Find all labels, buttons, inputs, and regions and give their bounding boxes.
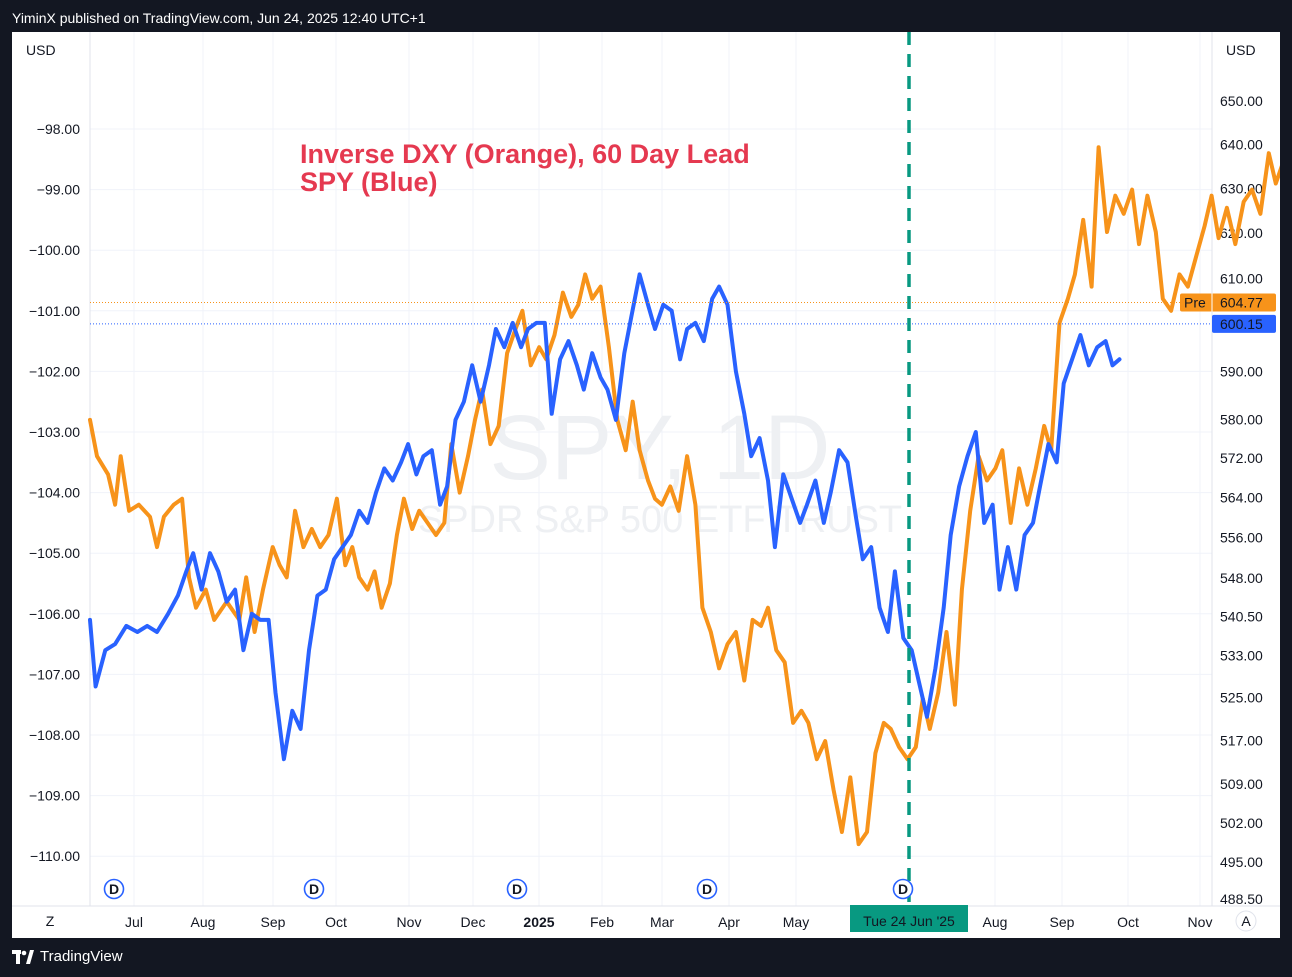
chart-area[interactable]: SPY, 1D SPDR S&P 500 ETF TRUST −98.00 −99…: [12, 32, 1280, 938]
axes: −98.00 −99.00 −100.00 −101.00 −102.00 −103.00…: [12, 32, 1280, 932]
chart-subtitle: SPY (Blue): [300, 167, 438, 197]
x-tick-label: Aug: [983, 914, 1008, 930]
left-tick-label: −108.00: [29, 727, 80, 743]
right-tick-label: 548.00: [1220, 570, 1263, 586]
x-axis-left-corner: Z: [46, 913, 55, 929]
left-tick-label: −104.00: [29, 485, 80, 501]
tradingview-logo-icon: [12, 949, 34, 964]
chart-title: Inverse DXY (Orange), 60 Day Lead: [300, 139, 750, 169]
chart-svg[interactable]: SPY, 1D SPDR S&P 500 ETF TRUST −98.00 −99…: [12, 32, 1280, 938]
series-line-dxy: [88, 145, 1280, 847]
right-tick-label: 620.00: [1220, 225, 1263, 241]
overlay-layer: Pre 604.77 600.15 Tue 24 Jun '25 D D D D D: [90, 32, 1276, 932]
right-tick-label: 590.00: [1220, 364, 1263, 380]
dividend-marker: [103, 878, 125, 900]
left-tick-label: −105.00: [29, 545, 80, 561]
publish-text: YiminX published on TradingView.com, Jun…: [12, 10, 426, 26]
right-tick-label: 650.00: [1220, 93, 1263, 109]
dividend-marker-label: D: [702, 881, 712, 897]
left-tick-label: −107.00: [29, 666, 80, 682]
left-tick-label: −109.00: [29, 788, 80, 804]
left-tick-label: −98.00: [37, 121, 80, 137]
x-tick-label: Feb: [590, 914, 614, 930]
left-tick-label: −100.00: [29, 242, 80, 258]
left-tick-label: −103.00: [29, 424, 80, 440]
series-line-spy: [88, 272, 1122, 762]
right-tick-label: 556.00: [1220, 529, 1263, 545]
right-tick-label: 502.00: [1220, 815, 1263, 831]
right-tick-label: 533.00: [1220, 647, 1263, 663]
x-tick-label: Nov: [397, 914, 422, 930]
right-tick-label: 630.00: [1220, 180, 1263, 196]
x-tick-label: Mar: [650, 914, 674, 930]
right-tick-label: 495.00: [1220, 854, 1263, 870]
dividend-marker: [506, 878, 528, 900]
footer-bar: TradingView: [0, 938, 1292, 977]
x-tick-label: Sep: [1050, 914, 1075, 930]
spy-price-value: 600.15: [1220, 316, 1263, 332]
dxy-price-prefix: Pre: [1184, 294, 1206, 310]
right-tick-label: 509.00: [1220, 776, 1263, 792]
symbol-watermark: SPY, 1D SPDR S&P 500 ETF TRUST: [418, 397, 902, 541]
current-date-badge: [850, 905, 968, 932]
x-tick-label: 2025: [523, 914, 554, 930]
publish-header: YiminX published on TradingView.com, Jun…: [0, 0, 1292, 32]
auto-scale-button: [1235, 910, 1257, 932]
left-tick-label: −110.00: [30, 848, 80, 864]
x-tick-label: Jul: [125, 914, 143, 930]
right-tick-label: 488.50: [1220, 891, 1263, 907]
x-tick-label: Dec: [461, 914, 486, 930]
dividend-marker-label: D: [512, 881, 522, 897]
right-currency-label: USD: [1226, 42, 1256, 58]
chart-background: [12, 32, 1280, 938]
dividend-marker: [303, 878, 325, 900]
left-tick-label: −99.00: [37, 182, 80, 198]
left-tick-label: −101.00: [29, 303, 80, 319]
dxy-price-badge: [1180, 293, 1276, 312]
right-tick-label: 640.00: [1220, 136, 1263, 152]
dividend-marker-label: D: [898, 881, 908, 897]
left-currency-label: USD: [26, 42, 56, 58]
dividend-marker: [892, 878, 914, 900]
left-tick-label: −102.00: [29, 363, 80, 379]
right-tick-label: 564.00: [1220, 489, 1263, 505]
dividend-marker-label: D: [309, 881, 319, 897]
watermark-symbol: SPY, 1D: [490, 397, 831, 499]
tradingview-logo[interactable]: TradingView: [12, 948, 123, 965]
x-tick-label: Apr: [718, 914, 740, 930]
x-tick-label: May: [783, 914, 809, 930]
x-tick-label: Aug: [191, 914, 216, 930]
right-tick-label: 525.00: [1220, 690, 1263, 706]
gridlines: [90, 32, 1212, 906]
dividend-marker-label: D: [109, 881, 119, 897]
x-tick-label: Nov: [1188, 914, 1213, 930]
right-tick-label: 580.00: [1220, 411, 1263, 427]
right-tick-label: 517.00: [1220, 733, 1263, 749]
left-tick-label: −106.00: [29, 606, 80, 622]
x-tick-label: Oct: [325, 914, 347, 930]
brand-name: TradingView: [40, 948, 123, 965]
right-tick-label: 572.00: [1220, 450, 1263, 466]
spy-price-badge: [1212, 314, 1276, 333]
x-tick-label: Oct: [1117, 914, 1139, 930]
right-tick-label: 610.00: [1220, 270, 1263, 286]
x-tick-label: Sep: [261, 914, 286, 930]
right-tick-label: 540.50: [1220, 608, 1263, 624]
series-layer: [88, 145, 1280, 847]
dxy-price-value: 604.77: [1220, 294, 1263, 310]
current-date-label: Tue 24 Jun '25: [863, 913, 955, 929]
left-currency-box: [12, 36, 70, 64]
dividend-marker: [696, 878, 718, 900]
chart-title-block: Inverse DXY (Orange), 60 Day Lead SPY (B…: [300, 139, 750, 197]
x-axis-right-corner: A: [1241, 913, 1251, 929]
